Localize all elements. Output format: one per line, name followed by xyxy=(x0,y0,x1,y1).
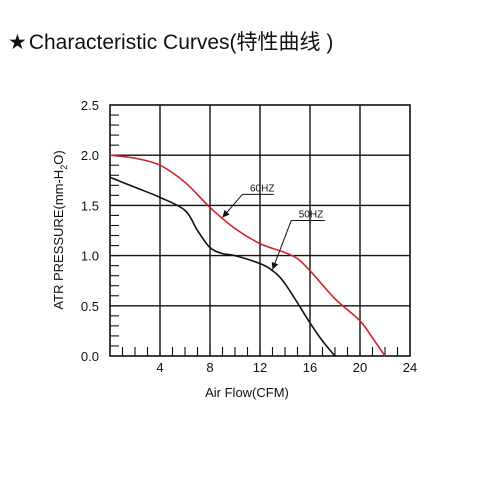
x-axis-label: Air Flow(CFM) xyxy=(205,385,289,400)
series-callouts: 60HZ 50HZ xyxy=(222,183,325,270)
series-label-60hz: 60HZ xyxy=(250,183,274,194)
x-tick-label: 24 xyxy=(403,360,417,375)
y-tick-label: 0.5 xyxy=(81,299,99,314)
x-tick-label: 20 xyxy=(353,360,367,375)
y-tick-label: 1.0 xyxy=(81,249,99,264)
y-tick-label: 1.5 xyxy=(81,198,99,213)
y-tick-label: 2.5 xyxy=(81,98,99,113)
axis-text: 4 8 12 16 20 24 0.0 0.5 1.0 1.5 2.0 2.5 xyxy=(81,98,417,375)
series-lines xyxy=(109,154,386,357)
chart-title: ★Characteristic Curves(特性曲线 ) xyxy=(8,26,333,56)
axis-ticks xyxy=(110,114,399,356)
y-tick-label: 0.0 xyxy=(81,349,99,364)
star-icon: ★ xyxy=(8,31,27,54)
callout-arrowhead xyxy=(271,261,279,270)
grid xyxy=(109,104,411,357)
callout-pointer xyxy=(272,220,292,270)
x-tick-label: 16 xyxy=(303,360,317,375)
x-tick-label: 8 xyxy=(206,360,213,375)
y-axis-label: ATR PRESSURE(mm-H2O) xyxy=(51,150,69,309)
chart-title-text: Characteristic Curves(特性曲线 ) xyxy=(28,31,334,54)
x-tick-label: 4 xyxy=(156,360,163,375)
y-tick-label: 2.0 xyxy=(81,148,99,163)
series-line-50hz xyxy=(109,176,336,357)
callout-arrowhead xyxy=(222,209,230,218)
series-line-60hz xyxy=(109,154,386,357)
x-tick-label: 12 xyxy=(253,360,267,375)
series-label-50hz: 50HZ xyxy=(299,209,323,220)
